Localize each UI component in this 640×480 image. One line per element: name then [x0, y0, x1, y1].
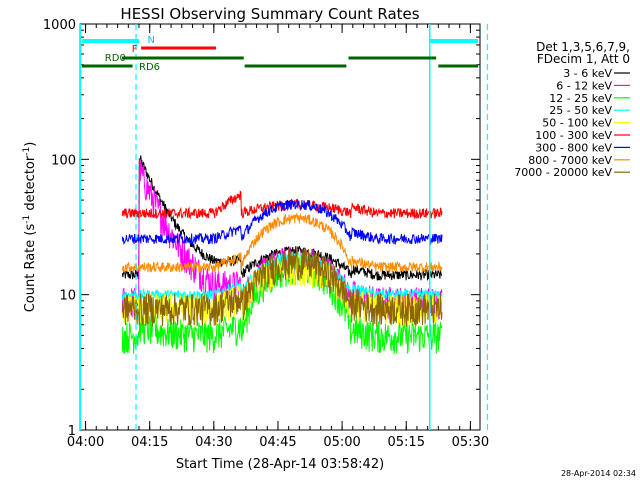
x-tick-label: 04:15 [131, 435, 168, 450]
series-layer [121, 155, 443, 354]
plot-frame [79, 23, 481, 431]
y-axis-label-sup2: -1 [22, 147, 32, 156]
legend-entry-label: 100 - 300 keV [535, 129, 612, 142]
x-tick-label: 04:45 [259, 435, 296, 450]
flag-label-rd6: RD6 [139, 62, 160, 73]
x-axis-label: Start Time (28-Apr-14 03:58:42) [176, 457, 384, 472]
footer-timestamp: 28-Apr-2014 02:34 [561, 469, 636, 478]
x-axis: 04:00 04:15 04:30 04:45 05:00 05:15 05:30 [67, 24, 489, 450]
series-line-7 [121, 212, 443, 274]
legend-entry-label: 3 - 6 keV [563, 67, 612, 80]
legend-entry-label: 50 - 100 keV [542, 117, 612, 130]
legend-entry-label: 6 - 12 keV [556, 79, 612, 92]
legend-entry-label: 25 - 50 keV [549, 104, 612, 117]
legend: Det 1,3,5,6,7,9, FDecim 1, Att 0 3 - 6 k… [514, 40, 630, 179]
x-tick-label: 05:15 [388, 435, 425, 450]
flag-label-rd0: RD0 [105, 53, 126, 64]
x-tick-label: 05:30 [452, 435, 489, 450]
x-tick-label: 04:30 [195, 435, 232, 450]
y-axis: 1 10 100 1000 [43, 18, 480, 439]
legend-entry-label: 7000 - 20000 keV [514, 166, 612, 179]
series-line-3 [121, 251, 443, 301]
series-line-6 [121, 199, 443, 246]
y-axis-label-main: Count Rate (s [23, 224, 38, 313]
legend-title-line2: FDecim 1, Att 0 [537, 52, 630, 66]
y-tick-label: 100 [51, 153, 76, 168]
series-line-8 [121, 247, 443, 327]
flag-label-f: F [132, 44, 138, 55]
legend-title-line1: Det 1,3,5,6,7,9, [536, 40, 630, 54]
flag-label-n: N [148, 35, 155, 46]
series-line-5 [121, 190, 443, 220]
series-line-2 [121, 252, 443, 354]
y-tick-label: 10 [59, 289, 76, 304]
legend-entry-label: 800 - 7000 keV [528, 154, 612, 167]
x-tick-label: 04:00 [67, 435, 104, 450]
y-tick-label: 1000 [43, 18, 76, 33]
y-axis-label: Count Rate (s-1 detector-1) [22, 142, 38, 313]
flag-bars: NF RD0 RD6 [79, 24, 489, 430]
y-axis-label-mid: detector [23, 155, 38, 215]
chart-title: HESSI Observing Summary Count Rates [120, 5, 419, 23]
y-tick-label: 1 [68, 424, 76, 439]
x-tick-label: 05:00 [323, 435, 360, 450]
y-axis-label-end: ) [23, 142, 38, 147]
legend-entry-label: 12 - 25 keV [549, 92, 612, 105]
legend-entry-label: 300 - 800 keV [535, 141, 612, 154]
y-axis-label-sup1: -1 [22, 215, 32, 224]
